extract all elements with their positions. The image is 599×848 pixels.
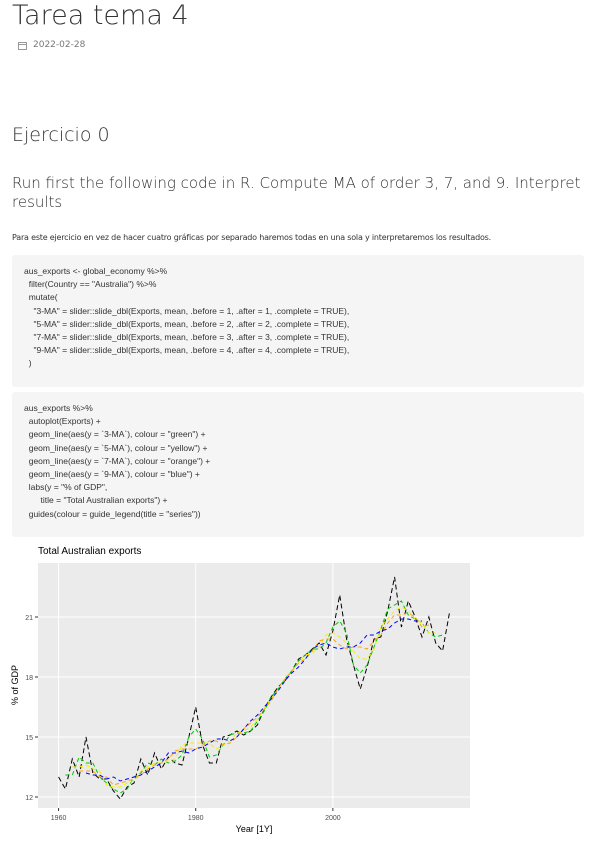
code-line: geom_line(aes(y = `3-MA`), colour = "gre… <box>24 429 206 440</box>
code-line: aus_exports %>% <box>24 403 93 413</box>
code-line: "5-MA" = slider::slide_dbl(Exports, mean… <box>24 318 350 329</box>
code-block: aus_exports %>% autoplot(Exports) + geom… <box>12 392 584 537</box>
y-tick-label: 15 <box>25 735 33 742</box>
code-line: guides(colour = guide_legend(title = "se… <box>24 508 201 519</box>
paragraph: Para este ejercicio en vez de hacer cuat… <box>12 233 491 242</box>
x-tick-label: 1960 <box>51 815 67 822</box>
code-line: aus_exports <- global_economy %>% <box>24 266 168 276</box>
y-tick-label: 21 <box>25 615 33 622</box>
series-line <box>58 576 450 800</box>
code-line: filter(Country == "Australia") %>% <box>24 279 157 290</box>
y-axis-title: % of GDP <box>10 665 20 705</box>
section-heading: Ejercicio 0 <box>12 124 110 146</box>
calendar-icon <box>18 41 27 50</box>
code-line: ) <box>24 358 32 369</box>
y-tick-label: 12 <box>25 795 33 802</box>
code-line: "7-MA" = slider::slide_dbl(Exports, mean… <box>24 332 350 343</box>
code-line: mutate( <box>24 292 58 303</box>
code-line: geom_line(aes(y = `7-MA`), colour = "ora… <box>24 455 211 466</box>
code-line: labs(y = "% of GDP", <box>24 482 108 493</box>
date: 2022-02-28 <box>33 40 86 50</box>
chart-title: Total Australian exports <box>38 546 141 557</box>
series-line <box>85 618 422 782</box>
series-line <box>72 606 436 788</box>
code-line: "3-MA" = slider::slide_dbl(Exports, mean… <box>24 305 350 316</box>
x-tick-label: 1980 <box>188 815 204 822</box>
title: Tarea tema 4 <box>12 0 189 31</box>
chart: Total Australian exports Year [1Y] % of … <box>10 546 470 834</box>
x-tick-label: 2000 <box>325 815 341 822</box>
code-line: autoplot(Exports) + <box>24 416 101 427</box>
series-line <box>79 612 429 786</box>
x-axis-title: Year [1Y] <box>236 824 273 834</box>
code-line: title = "Total Australian exports") + <box>24 495 168 506</box>
code-line: geom_line(aes(y = `9-MA`), colour = "blu… <box>24 469 200 480</box>
code-line: geom_line(aes(y = `5-MA`), colour = "yel… <box>24 442 208 453</box>
plot-panel <box>38 563 470 808</box>
code-line: "9-MA" = slider::slide_dbl(Exports, mean… <box>24 345 350 356</box>
code-block: aus_exports <- global_economy %>% filter… <box>12 255 584 387</box>
date-line: 2022-02-28 <box>18 40 85 50</box>
section-subheading: Run first the following code in R. Compu… <box>12 174 581 211</box>
y-tick-label: 18 <box>25 675 33 682</box>
